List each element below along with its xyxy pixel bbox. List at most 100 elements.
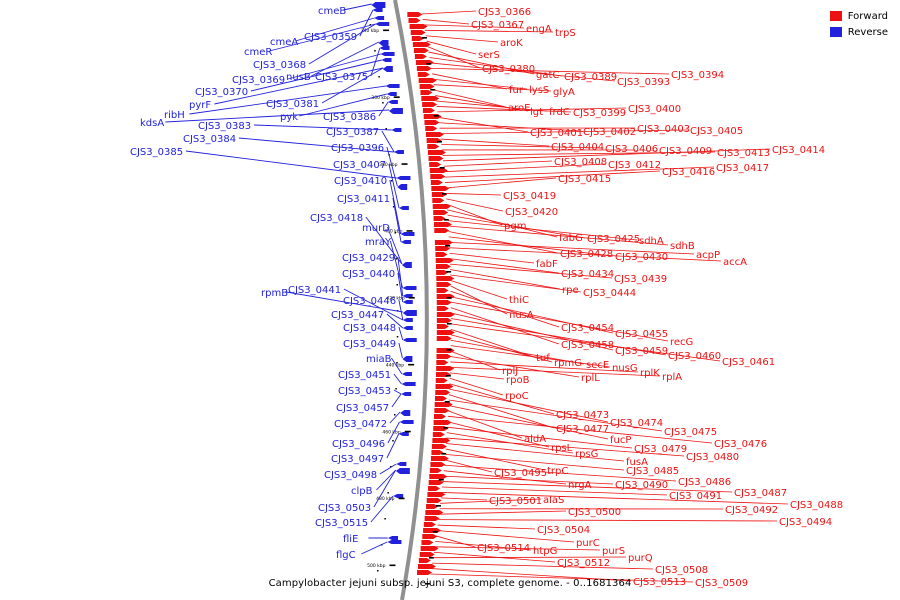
forward-label-cjs3-0416[interactable]: CJS3_0416 <box>662 167 715 178</box>
forward-label-glya[interactable]: glyA <box>553 87 575 98</box>
forward-gene-glyph[interactable] <box>419 84 435 89</box>
forward-gene-glyph[interactable] <box>412 42 431 47</box>
reverse-label-flie[interactable]: fliE <box>343 534 358 545</box>
forward-gene-glyph[interactable] <box>436 324 449 329</box>
forward-gene-glyph[interactable] <box>436 330 455 335</box>
forward-label-cjs3-0414[interactable]: CJS3_0414 <box>772 145 825 156</box>
forward-gene-glyph[interactable] <box>419 552 435 557</box>
reverse-label-cjs3-0449[interactable]: CJS3_0449 <box>343 339 396 350</box>
forward-gene-glyph[interactable] <box>432 432 445 437</box>
forward-label-lgt[interactable]: lgt <box>530 107 543 118</box>
forward-label-rpe[interactable]: rpe <box>562 285 579 296</box>
forward-gene-glyph[interactable] <box>435 378 448 383</box>
forward-gene-glyph[interactable] <box>417 564 436 569</box>
forward-label-cjs3-0367[interactable]: CJS3_0367 <box>471 20 524 31</box>
forward-label-cjs3-0501[interactable]: CJS3_0501 <box>489 496 542 507</box>
forward-gene-glyph[interactable] <box>434 402 453 407</box>
reverse-gene-glyph[interactable] <box>398 432 409 436</box>
forward-gene-glyph[interactable] <box>436 300 452 305</box>
forward-gene-glyph[interactable] <box>424 516 440 521</box>
reverse-label-cjs3-0446[interactable]: CJS3_0446 <box>343 296 396 307</box>
reverse-label-cjs3-0448[interactable]: CJS3_0448 <box>343 323 396 334</box>
reverse-gene-glyph[interactable] <box>375 22 390 26</box>
forward-label-cjs3-0402[interactable]: CJS3_0402 <box>583 127 636 138</box>
forward-label-frdc[interactable]: frdC <box>549 107 570 118</box>
forward-gene-glyph[interactable] <box>424 120 440 125</box>
forward-label-cjs3-0444[interactable]: CJS3_0444 <box>583 288 636 299</box>
reverse-label-clpb[interactable]: clpB <box>351 486 373 497</box>
forward-label-trpc[interactable]: trpC <box>547 466 568 477</box>
forward-gene-glyph[interactable] <box>435 264 451 269</box>
forward-label-cjs3-0458[interactable]: CJS3_0458 <box>561 340 614 351</box>
forward-gene-glyph[interactable] <box>423 114 442 119</box>
reverse-label-cjs3-0396[interactable]: CJS3_0396 <box>331 143 384 154</box>
forward-label-cjs3-0401[interactable]: CJS3_0401 <box>530 128 583 139</box>
forward-label-cjs3-0500[interactable]: CJS3_0500 <box>568 507 621 518</box>
forward-gene-glyph[interactable] <box>428 156 444 161</box>
forward-label-pgm[interactable]: pgm <box>504 221 526 232</box>
reverse-label-cjs3-0440[interactable]: CJS3_0440 <box>342 269 395 280</box>
reverse-label-cjs3-0375[interactable]: CJS3_0375 <box>315 72 368 83</box>
forward-gene-glyph[interactable] <box>421 96 440 101</box>
reverse-label-cjs3-0457[interactable]: CJS3_0457 <box>336 403 389 414</box>
forward-gene-glyph[interactable] <box>436 276 455 281</box>
reverse-label-ribh[interactable]: ribH <box>164 110 185 121</box>
reverse-label-cjs3-0383[interactable]: CJS3_0383 <box>198 121 251 132</box>
forward-label-cjs3-0485[interactable]: CJS3_0485 <box>626 466 679 477</box>
reverse-gene-glyph[interactable] <box>396 176 411 180</box>
forward-label-cjs3-0408[interactable]: CJS3_0408 <box>554 157 607 168</box>
forward-label-htpg[interactable]: htpG <box>533 546 557 557</box>
forward-label-cjs3-0455[interactable]: CJS3_0455 <box>615 329 668 340</box>
forward-label-cjs3-0430[interactable]: CJS3_0430 <box>615 252 668 263</box>
forward-label-cjs3-0409[interactable]: CJS3_0409 <box>659 146 712 157</box>
forward-label-cjs3-0474[interactable]: CJS3_0474 <box>610 418 663 429</box>
reverse-gene-glyph[interactable] <box>395 468 410 474</box>
forward-gene-glyph[interactable] <box>434 228 450 233</box>
reverse-label-miab[interactable]: miaB <box>366 354 392 365</box>
forward-label-cjs3-0514[interactable]: CJS3_0514 <box>477 543 530 554</box>
reverse-gene-glyph[interactable] <box>400 232 415 236</box>
reverse-gene-glyph[interactable] <box>382 66 393 72</box>
forward-label-cjs3-0412[interactable]: CJS3_0412 <box>608 160 661 171</box>
forward-gene-glyph[interactable] <box>435 252 448 257</box>
reverse-label-cjs3-0451[interactable]: CJS3_0451 <box>338 370 391 381</box>
forward-label-rpsg[interactable]: rpsG <box>575 449 598 460</box>
forward-label-rplj[interactable]: rplJ <box>502 366 518 377</box>
reverse-gene-glyph[interactable] <box>402 326 413 330</box>
reverse-gene-glyph[interactable] <box>400 410 411 416</box>
reverse-label-cjs3-0515[interactable]: CJS3_0515 <box>315 518 368 529</box>
forward-gene-glyph[interactable] <box>429 468 442 473</box>
forward-gene-glyph[interactable] <box>420 546 439 551</box>
forward-gene-glyph[interactable] <box>436 282 452 287</box>
forward-label-cjs3-0366[interactable]: CJS3_0366 <box>478 7 531 18</box>
forward-label-sece[interactable]: secE <box>586 360 609 371</box>
forward-label-rpll[interactable]: rplL <box>581 373 600 384</box>
reverse-label-cmea[interactable]: cmeA <box>270 37 298 48</box>
forward-gene-glyph[interactable] <box>426 504 439 509</box>
forward-gene-glyph[interactable] <box>436 348 455 353</box>
reverse-label-cjs3-0381[interactable]: CJS3_0381 <box>266 99 319 110</box>
reverse-gene-glyph[interactable] <box>401 382 416 386</box>
forward-label-fusa[interactable]: fusA <box>626 457 648 468</box>
forward-label-cjs3-0488[interactable]: CJS3_0488 <box>790 500 843 511</box>
forward-label-cjs3-0393[interactable]: CJS3_0393 <box>617 77 670 88</box>
forward-label-cjs3-0413[interactable]: CJS3_0413 <box>717 148 770 159</box>
forward-label-cjs3-0490[interactable]: CJS3_0490 <box>615 480 668 491</box>
forward-label-acpp[interactable]: acpP <box>696 250 720 261</box>
forward-gene-glyph[interactable] <box>436 336 452 341</box>
forward-gene-glyph[interactable] <box>436 312 455 317</box>
forward-label-cjs3-0459[interactable]: CJS3_0459 <box>615 346 668 357</box>
reverse-label-cmeb[interactable]: cmeB <box>318 6 346 17</box>
reverse-label-cjs3-0370[interactable]: CJS3_0370 <box>195 87 248 98</box>
reverse-label-cjs3-0385[interactable]: CJS3_0385 <box>130 147 183 158</box>
reverse-label-pyrf[interactable]: pyrF <box>189 100 211 111</box>
forward-label-cjs3-0404[interactable]: CJS3_0404 <box>551 142 604 153</box>
forward-gene-glyph[interactable] <box>434 240 453 245</box>
forward-label-cjs3-0380[interactable]: CJS3_0380 <box>482 64 535 75</box>
forward-gene-glyph[interactable] <box>425 132 444 137</box>
reverse-label-cjs3-0387[interactable]: CJS3_0387 <box>326 127 379 138</box>
forward-gene-glyph[interactable] <box>407 12 423 17</box>
forward-gene-glyph[interactable] <box>433 210 449 215</box>
reverse-gene-glyph[interactable] <box>398 206 409 210</box>
forward-gene-glyph[interactable] <box>428 480 444 485</box>
